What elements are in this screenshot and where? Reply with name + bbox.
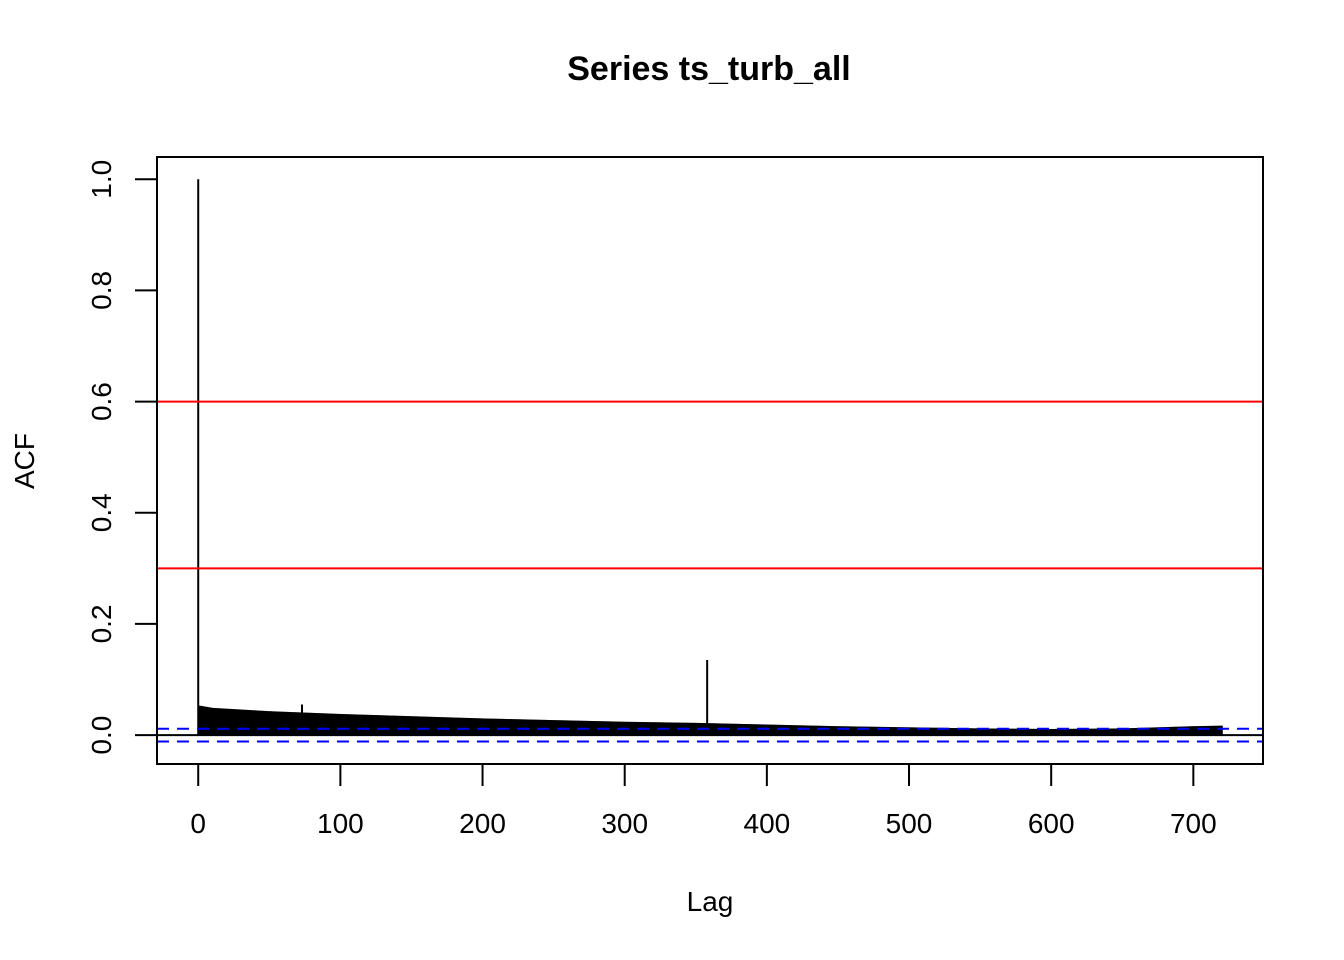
x-tick-label: 300 xyxy=(601,808,648,839)
x-tick-label: 100 xyxy=(317,808,364,839)
y-tick-label: 0.0 xyxy=(86,716,117,755)
y-axis: 0.0 0.2 0.4 0.6 0.8 1.0 xyxy=(86,160,158,755)
x-tick-label: 0 xyxy=(190,808,206,839)
x-axis-label: Lag xyxy=(687,886,734,917)
x-tick-label: 200 xyxy=(459,808,506,839)
x-tick-label: 700 xyxy=(1170,808,1217,839)
plot-content xyxy=(157,179,1263,743)
y-tick-label: 0.6 xyxy=(86,382,117,421)
y-tick-label: 0.2 xyxy=(86,604,117,643)
y-axis-label: ACF xyxy=(9,433,40,489)
chart-title: Series ts_turb_all xyxy=(567,50,850,88)
x-axis: 0 100 200 300 400 500 600 700 xyxy=(190,763,1217,839)
y-tick-label: 1.0 xyxy=(86,160,117,199)
y-tick-label: 0.8 xyxy=(86,271,117,310)
x-tick-label: 400 xyxy=(744,808,791,839)
y-tick-label: 0.4 xyxy=(86,493,117,532)
x-tick-label: 600 xyxy=(1028,808,1075,839)
plot-frame xyxy=(156,156,1264,765)
x-tick-label: 500 xyxy=(886,808,933,839)
